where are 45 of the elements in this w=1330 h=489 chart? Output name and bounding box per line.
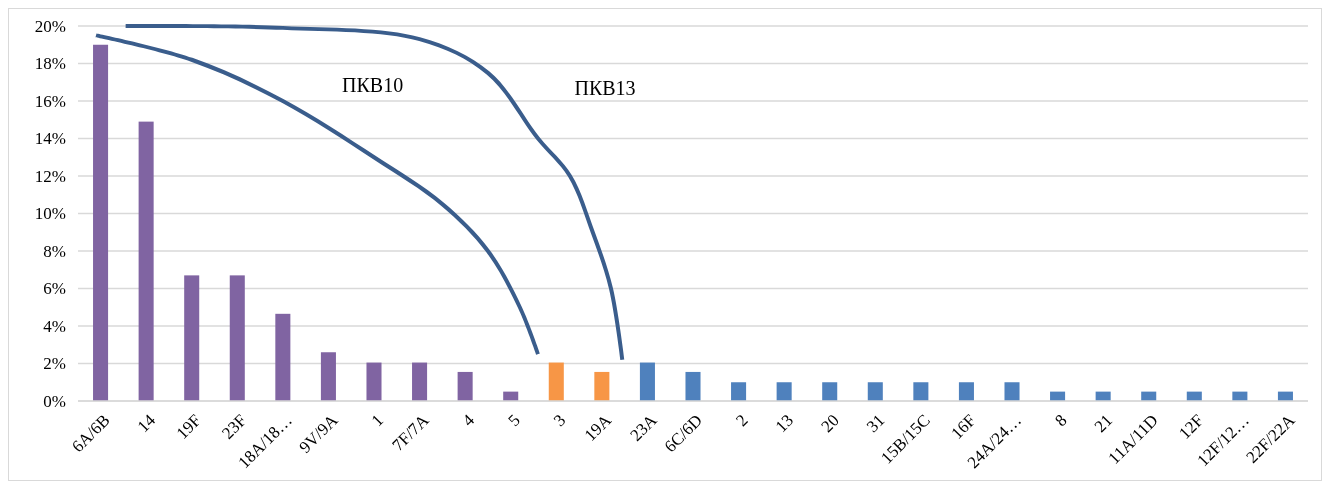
bar (138, 121, 154, 401)
y-tick-label: 8% (43, 241, 66, 261)
annotation: ПКВ10 (342, 73, 404, 96)
bar (958, 382, 974, 401)
bar (867, 382, 883, 401)
bar (93, 44, 109, 401)
bar (1004, 382, 1020, 401)
bar (913, 382, 929, 401)
y-tick-label: 12% (34, 166, 66, 186)
bar (731, 382, 747, 401)
bar (548, 362, 564, 401)
y-tick-label: 6% (43, 279, 66, 299)
x-tick-label: 19F (172, 410, 205, 443)
bar (184, 275, 200, 401)
x-tick-label: 13 (771, 410, 798, 437)
y-tick-label: 16% (34, 91, 66, 111)
x-tick-label: 2 (732, 410, 752, 431)
y-tick-label: 0% (43, 391, 66, 411)
y-tick-label: 4% (43, 316, 66, 336)
bar (275, 313, 291, 401)
y-tick-label: 20% (34, 16, 66, 36)
y-tick-label: 2% (43, 354, 66, 374)
x-tick-label: 4 (458, 410, 479, 431)
x-tick-label: 8 (1051, 410, 1071, 431)
bar (412, 362, 428, 401)
bar (822, 382, 838, 401)
y-tick-label: 10% (34, 204, 66, 224)
x-tick-label: 19A (580, 410, 616, 445)
bar (594, 371, 610, 401)
x-tick-label: 20 (817, 410, 843, 437)
x-tick-label: 5 (504, 410, 524, 431)
x-tick-label: 3 (549, 410, 570, 431)
x-tick-label: 1 (367, 410, 388, 431)
x-tick-label: 23A (626, 410, 661, 445)
bar (639, 362, 655, 401)
y-tick-label: 18% (34, 54, 66, 74)
bar (229, 275, 245, 401)
bar (685, 371, 701, 401)
bar (776, 382, 792, 401)
bar (366, 362, 382, 401)
bar (320, 352, 336, 401)
bar (457, 371, 473, 401)
x-tick-label: 14 (133, 410, 160, 437)
annotation: ПКВ13 (574, 77, 636, 100)
y-tick-label: 14% (34, 129, 66, 149)
